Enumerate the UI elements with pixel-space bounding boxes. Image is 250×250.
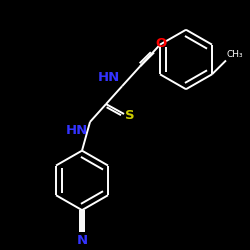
Text: O: O <box>155 36 166 50</box>
Text: HN: HN <box>66 124 88 137</box>
Text: CH₃: CH₃ <box>227 50 244 59</box>
Text: N: N <box>76 234 88 247</box>
Text: S: S <box>125 110 135 122</box>
Text: HN: HN <box>98 71 120 84</box>
